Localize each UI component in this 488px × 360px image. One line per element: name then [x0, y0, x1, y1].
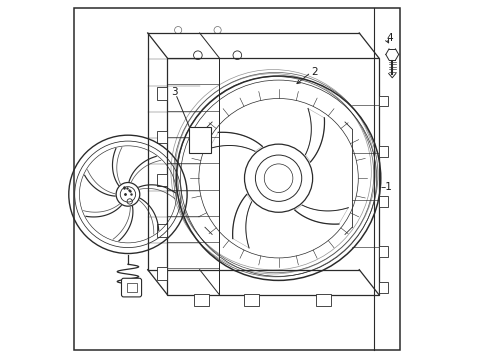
Text: 4: 4 — [386, 33, 392, 43]
Bar — [157, 267, 167, 280]
Bar — [378, 96, 387, 107]
Bar — [157, 174, 167, 186]
Bar — [244, 294, 258, 306]
Bar — [157, 87, 167, 100]
Text: –1: –1 — [379, 182, 391, 192]
Bar — [188, 127, 211, 153]
Text: 3: 3 — [171, 87, 177, 97]
Bar — [378, 196, 387, 207]
Bar — [378, 282, 387, 293]
Bar — [378, 146, 387, 157]
Bar — [157, 224, 167, 237]
FancyBboxPatch shape — [121, 278, 142, 297]
Bar — [194, 294, 208, 306]
Text: 2: 2 — [310, 67, 317, 77]
Bar — [378, 246, 387, 257]
Bar — [316, 294, 330, 306]
Bar — [157, 131, 167, 143]
Bar — [126, 283, 136, 292]
